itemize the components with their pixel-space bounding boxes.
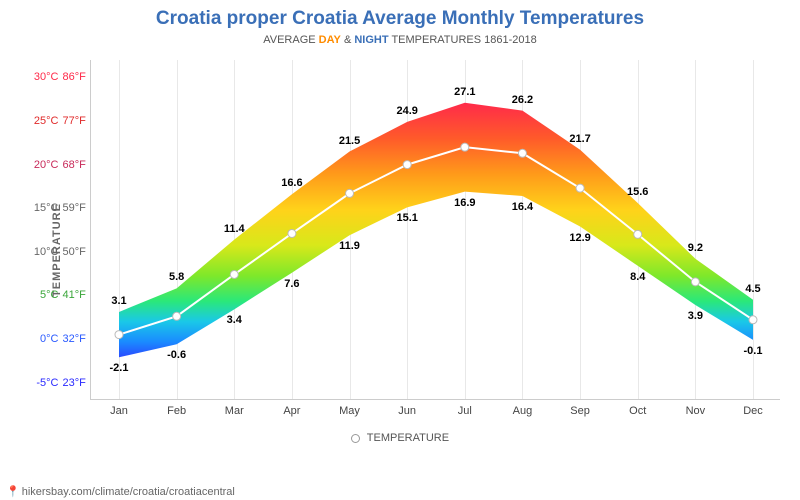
legend-marker-icon [351, 434, 360, 443]
chart-title: Croatia proper Croatia Average Monthly T… [0, 8, 800, 30]
y-tick: 5°C41°F [31, 289, 86, 301]
night-value-label: -2.1 [110, 362, 129, 374]
night-value-label: 3.9 [688, 310, 703, 322]
legend: TEMPERATURE [0, 432, 800, 444]
avg-marker [288, 229, 296, 237]
avg-marker [173, 312, 181, 320]
y-tick: 30°C86°F [31, 71, 86, 83]
y-tick: 10°C50°F [31, 246, 86, 258]
y-tick: 0°C32°F [31, 333, 86, 345]
avg-marker [749, 316, 757, 324]
night-value-label: 3.4 [227, 314, 242, 326]
subtitle-suffix: TEMPERATURES 1861-2018 [391, 34, 536, 46]
footer-url: hikersbay.com/climate/croatia/croatiacen… [22, 486, 235, 498]
night-value-label: 15.1 [396, 212, 417, 224]
avg-marker [634, 230, 642, 238]
day-value-label: 16.6 [281, 177, 302, 189]
day-value-label: 15.6 [627, 186, 648, 198]
day-value-label: 21.5 [339, 135, 360, 147]
temperature-band [119, 103, 753, 358]
avg-marker [461, 143, 469, 151]
x-tick: Sep [570, 405, 590, 417]
plot-region: -5°C23°F0°C32°F5°C41°F10°C50°F15°C59°F20… [90, 60, 780, 400]
x-tick: Mar [225, 405, 244, 417]
x-tick: Feb [167, 405, 186, 417]
x-tick: Jun [398, 405, 416, 417]
night-value-label: 12.9 [569, 232, 590, 244]
day-value-label: 9.2 [688, 242, 703, 254]
y-tick: 20°C68°F [31, 159, 86, 171]
legend-label: TEMPERATURE [367, 432, 449, 444]
day-value-label: 4.5 [745, 283, 760, 295]
chart-area: TEMPERATURE -5°C23°F0°C32°F5°C41°F10°C50… [0, 50, 800, 450]
x-tick: Apr [283, 405, 300, 417]
avg-marker [691, 278, 699, 286]
day-value-label: 5.8 [169, 271, 184, 283]
subtitle-amp: & [344, 34, 351, 46]
y-tick: 25°C77°F [31, 115, 86, 127]
y-tick: 15°C59°F [31, 202, 86, 214]
night-value-label: 16.4 [512, 201, 533, 213]
night-value-label: -0.1 [744, 345, 763, 357]
x-tick: Jan [110, 405, 128, 417]
day-value-label: 27.1 [454, 86, 475, 98]
x-tick: Aug [513, 405, 533, 417]
night-value-label: 11.9 [339, 240, 360, 252]
night-value-label: -0.6 [167, 349, 186, 361]
pin-icon: 📍 [6, 486, 20, 498]
y-tick: -5°C23°F [31, 377, 86, 389]
footer-attribution: 📍hikersbay.com/climate/croatia/croatiace… [6, 485, 235, 498]
subtitle-prefix: AVERAGE [263, 34, 315, 46]
night-value-label: 16.9 [454, 197, 475, 209]
avg-marker [518, 149, 526, 157]
chart-svg [91, 60, 781, 400]
night-value-label: 8.4 [630, 271, 645, 283]
header: Croatia proper Croatia Average Monthly T… [0, 0, 800, 46]
x-tick: May [339, 405, 360, 417]
avg-marker [346, 189, 354, 197]
day-value-label: 3.1 [111, 295, 126, 307]
x-tick: Oct [629, 405, 646, 417]
subtitle-night: NIGHT [354, 34, 388, 46]
avg-marker [115, 331, 123, 339]
avg-marker [403, 161, 411, 169]
subtitle-day: DAY [319, 34, 341, 46]
day-value-label: 11.4 [224, 223, 245, 235]
avg-marker [230, 270, 238, 278]
x-tick: Dec [743, 405, 763, 417]
chart-subtitle: AVERAGE DAY & NIGHT TEMPERATURES 1861-20… [0, 34, 800, 46]
avg-marker [576, 184, 584, 192]
day-value-label: 21.7 [569, 133, 590, 145]
x-tick: Jul [458, 405, 472, 417]
day-value-label: 26.2 [512, 94, 533, 106]
day-value-label: 24.9 [396, 105, 417, 117]
x-tick: Nov [686, 405, 706, 417]
night-value-label: 7.6 [284, 278, 299, 290]
